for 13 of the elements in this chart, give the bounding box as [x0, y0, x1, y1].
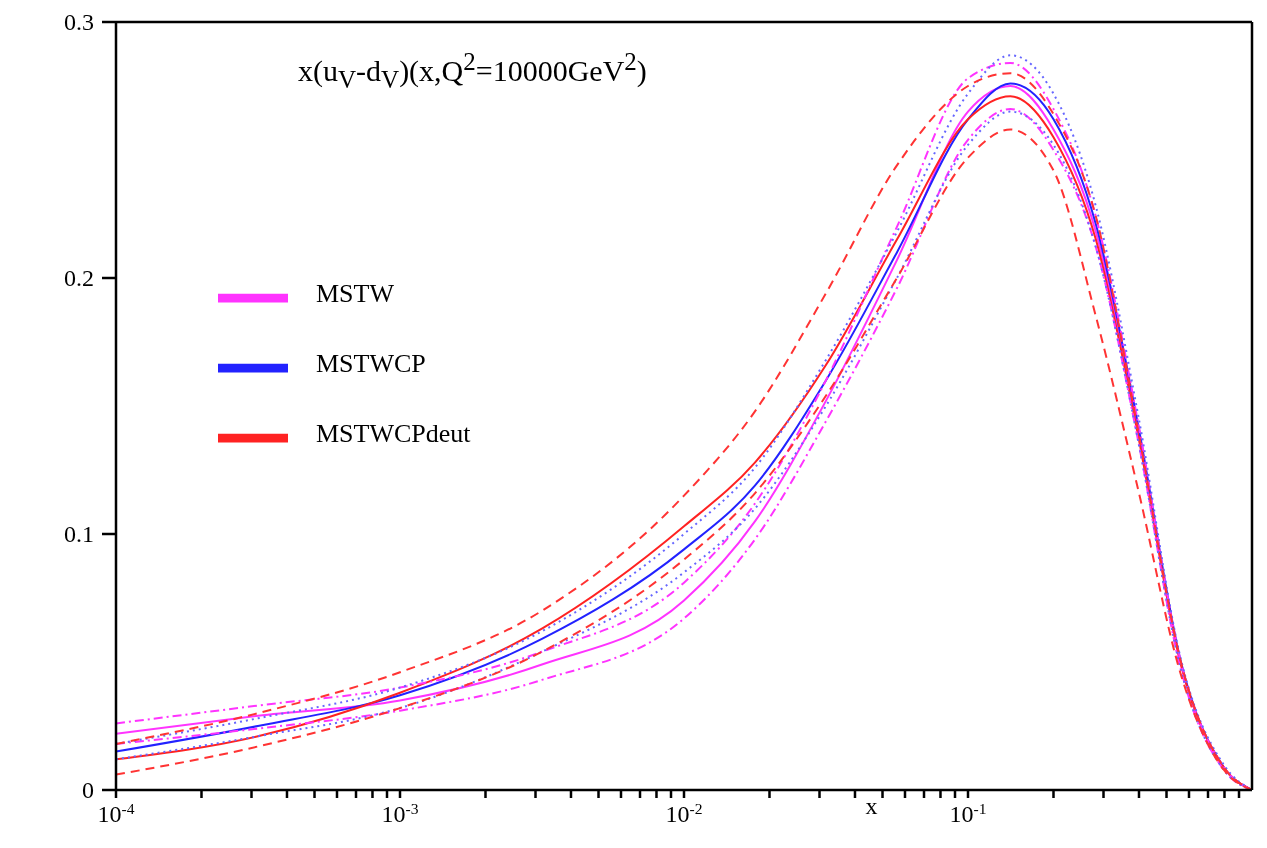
x-tick-label: 10$^{-4}$ [97, 799, 135, 827]
x-tick-label: 10$^{-2}$ [665, 799, 703, 827]
legend-label: MSTW [316, 278, 394, 308]
legend-label: MSTWCP [316, 348, 426, 378]
y-tick-label: 0.3 [64, 9, 94, 35]
y-tick-label: 0 [82, 777, 94, 803]
y-tick-label: 0.1 [64, 521, 94, 547]
y-tick-label: 0.2 [64, 265, 94, 291]
legend-label: MSTWCPdeut [316, 418, 471, 448]
chart-title: x(u$_{V}$-d$_{V}$)(x,Q$^{2}$=10000GeV$^{2}$) [298, 48, 647, 93]
x-axis-title: x [865, 793, 878, 819]
x-tick-label: 10$^{-1}$ [949, 799, 987, 827]
x-tick-label: 10$^{-3}$ [381, 799, 419, 827]
